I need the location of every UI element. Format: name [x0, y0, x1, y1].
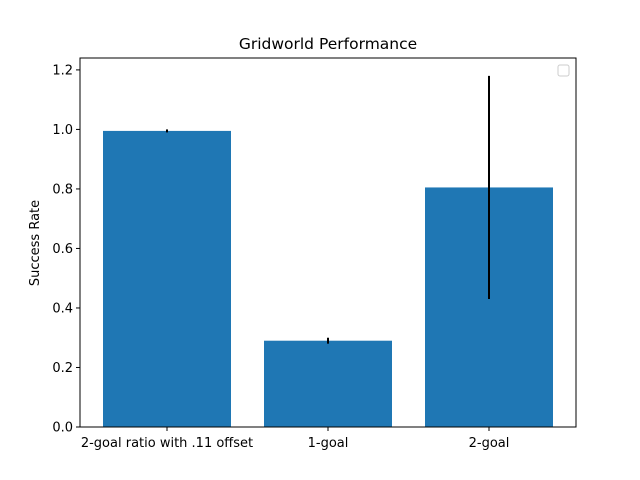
legend-box	[557, 64, 570, 77]
y-tick-label: 0.0	[52, 421, 73, 436]
y-tick-label: 0.4	[52, 301, 73, 316]
x-tick-label: 2-goal ratio with .11 offset	[81, 436, 253, 451]
plot-frame	[79, 57, 577, 428]
y-tick-label: 1.2	[52, 63, 73, 78]
plot-area: 0.0 0.2 0.4 0.6 0.8 1.0 1.2 2-goal ratio with .…	[52, 63, 553, 451]
x-tick-label: 2-goal	[469, 436, 510, 451]
bar	[264, 340, 392, 427]
x-tick-label: 1-goal	[308, 436, 349, 451]
y-axis-label: Success Rate	[28, 200, 43, 286]
y-tick-label: 0.6	[52, 242, 73, 257]
chart-title: Gridworld Performance	[239, 35, 417, 53]
y-tick-label: 1.0	[52, 123, 73, 138]
bar	[103, 130, 231, 427]
y-tick-label: 0.8	[52, 182, 73, 197]
y-tick-label: 0.2	[52, 361, 73, 376]
